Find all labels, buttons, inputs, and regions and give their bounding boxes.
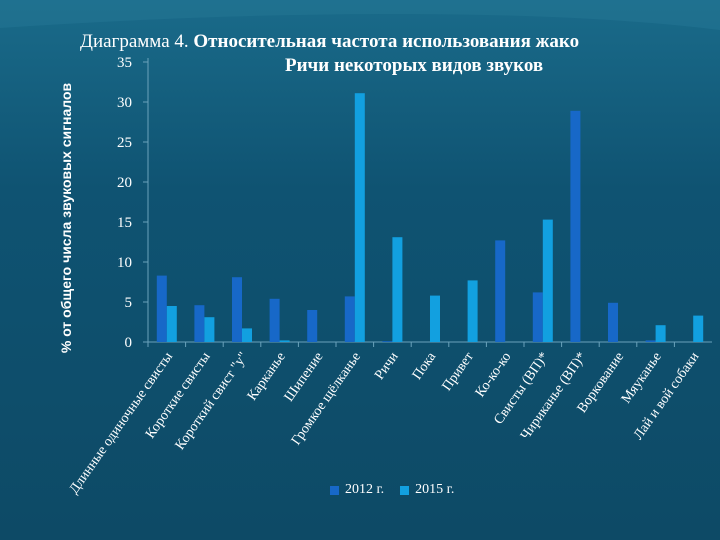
bar-2015 — [655, 325, 666, 342]
bar-2012 — [382, 341, 393, 342]
x-tick-label: Короткий свист "у" — [173, 350, 252, 453]
chart-title-line2: Ричи некоторых видов звуков — [285, 55, 544, 76]
x-tick-label: Привет — [440, 350, 477, 394]
chart-title-line1: Относительная частота использования жако — [193, 31, 580, 52]
bar-2012 — [608, 302, 618, 342]
x-tick-label: Лай и вой собаки — [631, 349, 703, 442]
bar-2015 — [166, 306, 177, 342]
chart-title-prefix: Диаграмма 4. — [80, 31, 189, 52]
legend: 2012 г. 2015 г. — [330, 482, 454, 498]
y-tick-label: 0 — [125, 335, 133, 351]
bar-2012 — [645, 340, 656, 342]
x-tick-label: Ричи — [372, 349, 402, 382]
bar-2015 — [392, 237, 403, 342]
bar-2012 — [570, 110, 581, 342]
x-tick-label: Громкое щёлканье — [289, 350, 364, 448]
y-tick-label: 30 — [117, 95, 132, 111]
legend-label-2012: 2012 г. — [345, 482, 385, 497]
bar-2012 — [495, 240, 506, 342]
bar-2015 — [693, 315, 704, 342]
bar-2015 — [354, 93, 365, 342]
legend-item-2015: 2015 г. — [400, 482, 454, 498]
bar-2012 — [307, 310, 318, 342]
bar-2012 — [156, 275, 167, 342]
bar-2012 — [532, 292, 543, 342]
y-tick-label: 35 — [117, 55, 132, 71]
legend-item-2012: 2012 г. — [330, 482, 384, 498]
legend-swatch-2012 — [330, 485, 339, 495]
y-axis-label: % от общего числа звуковых сигналов — [58, 82, 74, 354]
chart-title: Диаграмма 4. Относительная частота испол… — [80, 30, 720, 78]
bar-2012 — [269, 298, 280, 342]
legend-label-2015: 2015 г. — [415, 482, 455, 497]
y-tick-label: 5 — [125, 295, 133, 311]
y-tick-label: 25 — [117, 135, 132, 151]
bar-2015 — [242, 328, 252, 342]
x-tick-label: Ко-ко-ко — [473, 350, 515, 401]
bar-2012 — [194, 305, 205, 342]
y-tick-label: 15 — [117, 215, 132, 231]
bar-2015 — [204, 317, 215, 342]
bar-2012 — [232, 277, 242, 342]
bar-2012 — [344, 296, 355, 342]
bar-2015 — [279, 340, 290, 342]
bar-2015 — [542, 219, 553, 342]
legend-swatch-2015 — [400, 485, 410, 495]
y-tick-label: 10 — [117, 255, 132, 271]
bar-2015 — [430, 295, 440, 342]
x-tick-label: Пока — [410, 349, 440, 383]
bar-2015 — [467, 280, 478, 342]
y-tick-label: 20 — [117, 175, 132, 191]
